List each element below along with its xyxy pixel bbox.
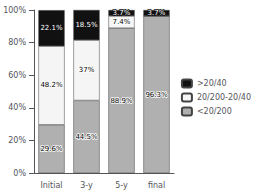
svg-text:100%: 100% (3, 6, 26, 15)
svg-text:3.7%: 3.7% (113, 9, 131, 17)
svg-text:>20/40: >20/40 (197, 79, 227, 88)
svg-text:22.1%: 22.1% (40, 24, 63, 32)
svg-text:96.3%: 96.3% (145, 91, 168, 99)
svg-text:20%: 20% (8, 136, 26, 145)
svg-text:44.5%: 44.5% (75, 133, 98, 141)
svg-text:final: final (148, 181, 165, 190)
svg-text:48.2%: 48.2% (40, 81, 63, 89)
svg-text:60%: 60% (8, 71, 26, 80)
svg-text:20/200-20/40: 20/200-20/40 (197, 93, 251, 102)
svg-text:29.6%: 29.6% (40, 145, 63, 153)
svg-text:40%: 40% (8, 103, 26, 112)
svg-text:88.9%: 88.9% (110, 97, 133, 105)
svg-text:7.4%: 7.4% (113, 18, 131, 26)
svg-text:3-y: 3-y (80, 181, 93, 190)
svg-text:5-y: 5-y (115, 181, 128, 190)
svg-text:Initial: Initial (40, 181, 62, 190)
svg-text:3.7%: 3.7% (148, 9, 166, 17)
svg-text:0%: 0% (13, 169, 26, 178)
svg-text:80%: 80% (8, 38, 26, 47)
svg-text:18.5%: 18.5% (75, 21, 98, 29)
svg-text:37%: 37% (79, 66, 95, 74)
svg-text:<20/200: <20/200 (197, 107, 232, 116)
